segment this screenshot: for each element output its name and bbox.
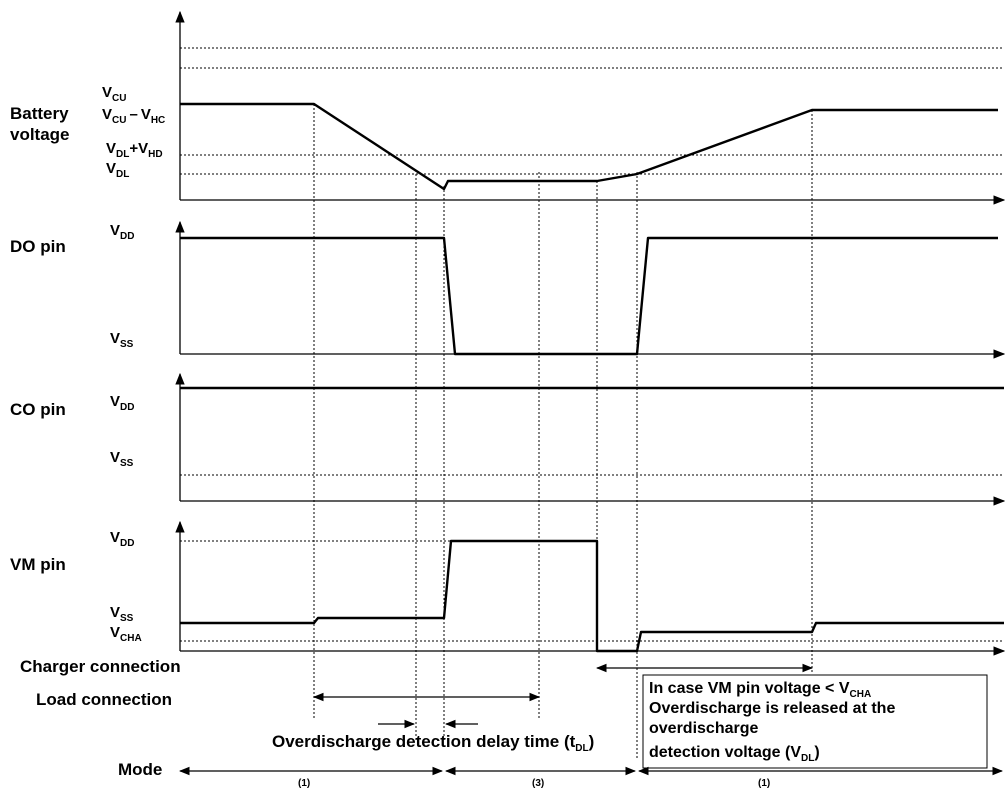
vcu-symbol: VCU: [102, 84, 126, 104]
co-vdd-symbol: VDD: [110, 393, 134, 413]
do-pin-label: DO pin: [10, 237, 66, 256]
co-vss-symbol: VSS: [110, 449, 134, 469]
note-line3: overdischarge: [649, 720, 758, 737]
battery-voltage-waveform: [180, 102, 998, 191]
axes: [175, 10, 1006, 656]
note-line4: detection voltage (VDL): [649, 744, 820, 764]
note-line1: In case VM pin voltage < VCHA: [649, 680, 871, 700]
vm-vdd-symbol: VDD: [110, 529, 134, 549]
vm-pin-waveform: [180, 539, 1004, 653]
battery-voltage-label-line1: Battery: [10, 104, 69, 123]
mode-segment-1-label: (1): [298, 778, 310, 789]
mode-segment-2-label: (3): [532, 778, 544, 789]
note-line2: Overdischarge is released at the: [649, 700, 895, 717]
time-markers: [313, 104, 813, 760]
do-pin-waveform: [180, 236, 998, 356]
vm-vss-symbol: VSS: [110, 604, 134, 624]
do-vdd-symbol: VDD: [110, 222, 134, 242]
battery-voltage-label-line2: voltage: [10, 125, 70, 144]
vm-vcha-symbol: VCHA: [110, 624, 142, 644]
mode-label: Mode: [118, 760, 162, 779]
vcu-minus-vhc-symbol: VCU – VHC: [102, 106, 165, 126]
vdl-symbol: VDL: [106, 160, 129, 180]
mode-segment-3-label: (1): [758, 778, 770, 789]
vm-pin-label: VM pin: [10, 555, 66, 574]
overdischarge-delay-label: Overdischarge detection delay time (tDL): [272, 732, 594, 754]
vdl-plus-vhd-symbol: VDL+VHD: [106, 140, 163, 160]
charger-connection-label: Charger connection: [20, 657, 181, 676]
reference-levels: [180, 47, 1004, 642]
note-box: [642, 674, 988, 769]
do-vss-symbol: VSS: [110, 330, 134, 350]
co-pin-label: CO pin: [10, 400, 66, 419]
load-connection-label: Load connection: [36, 690, 172, 709]
